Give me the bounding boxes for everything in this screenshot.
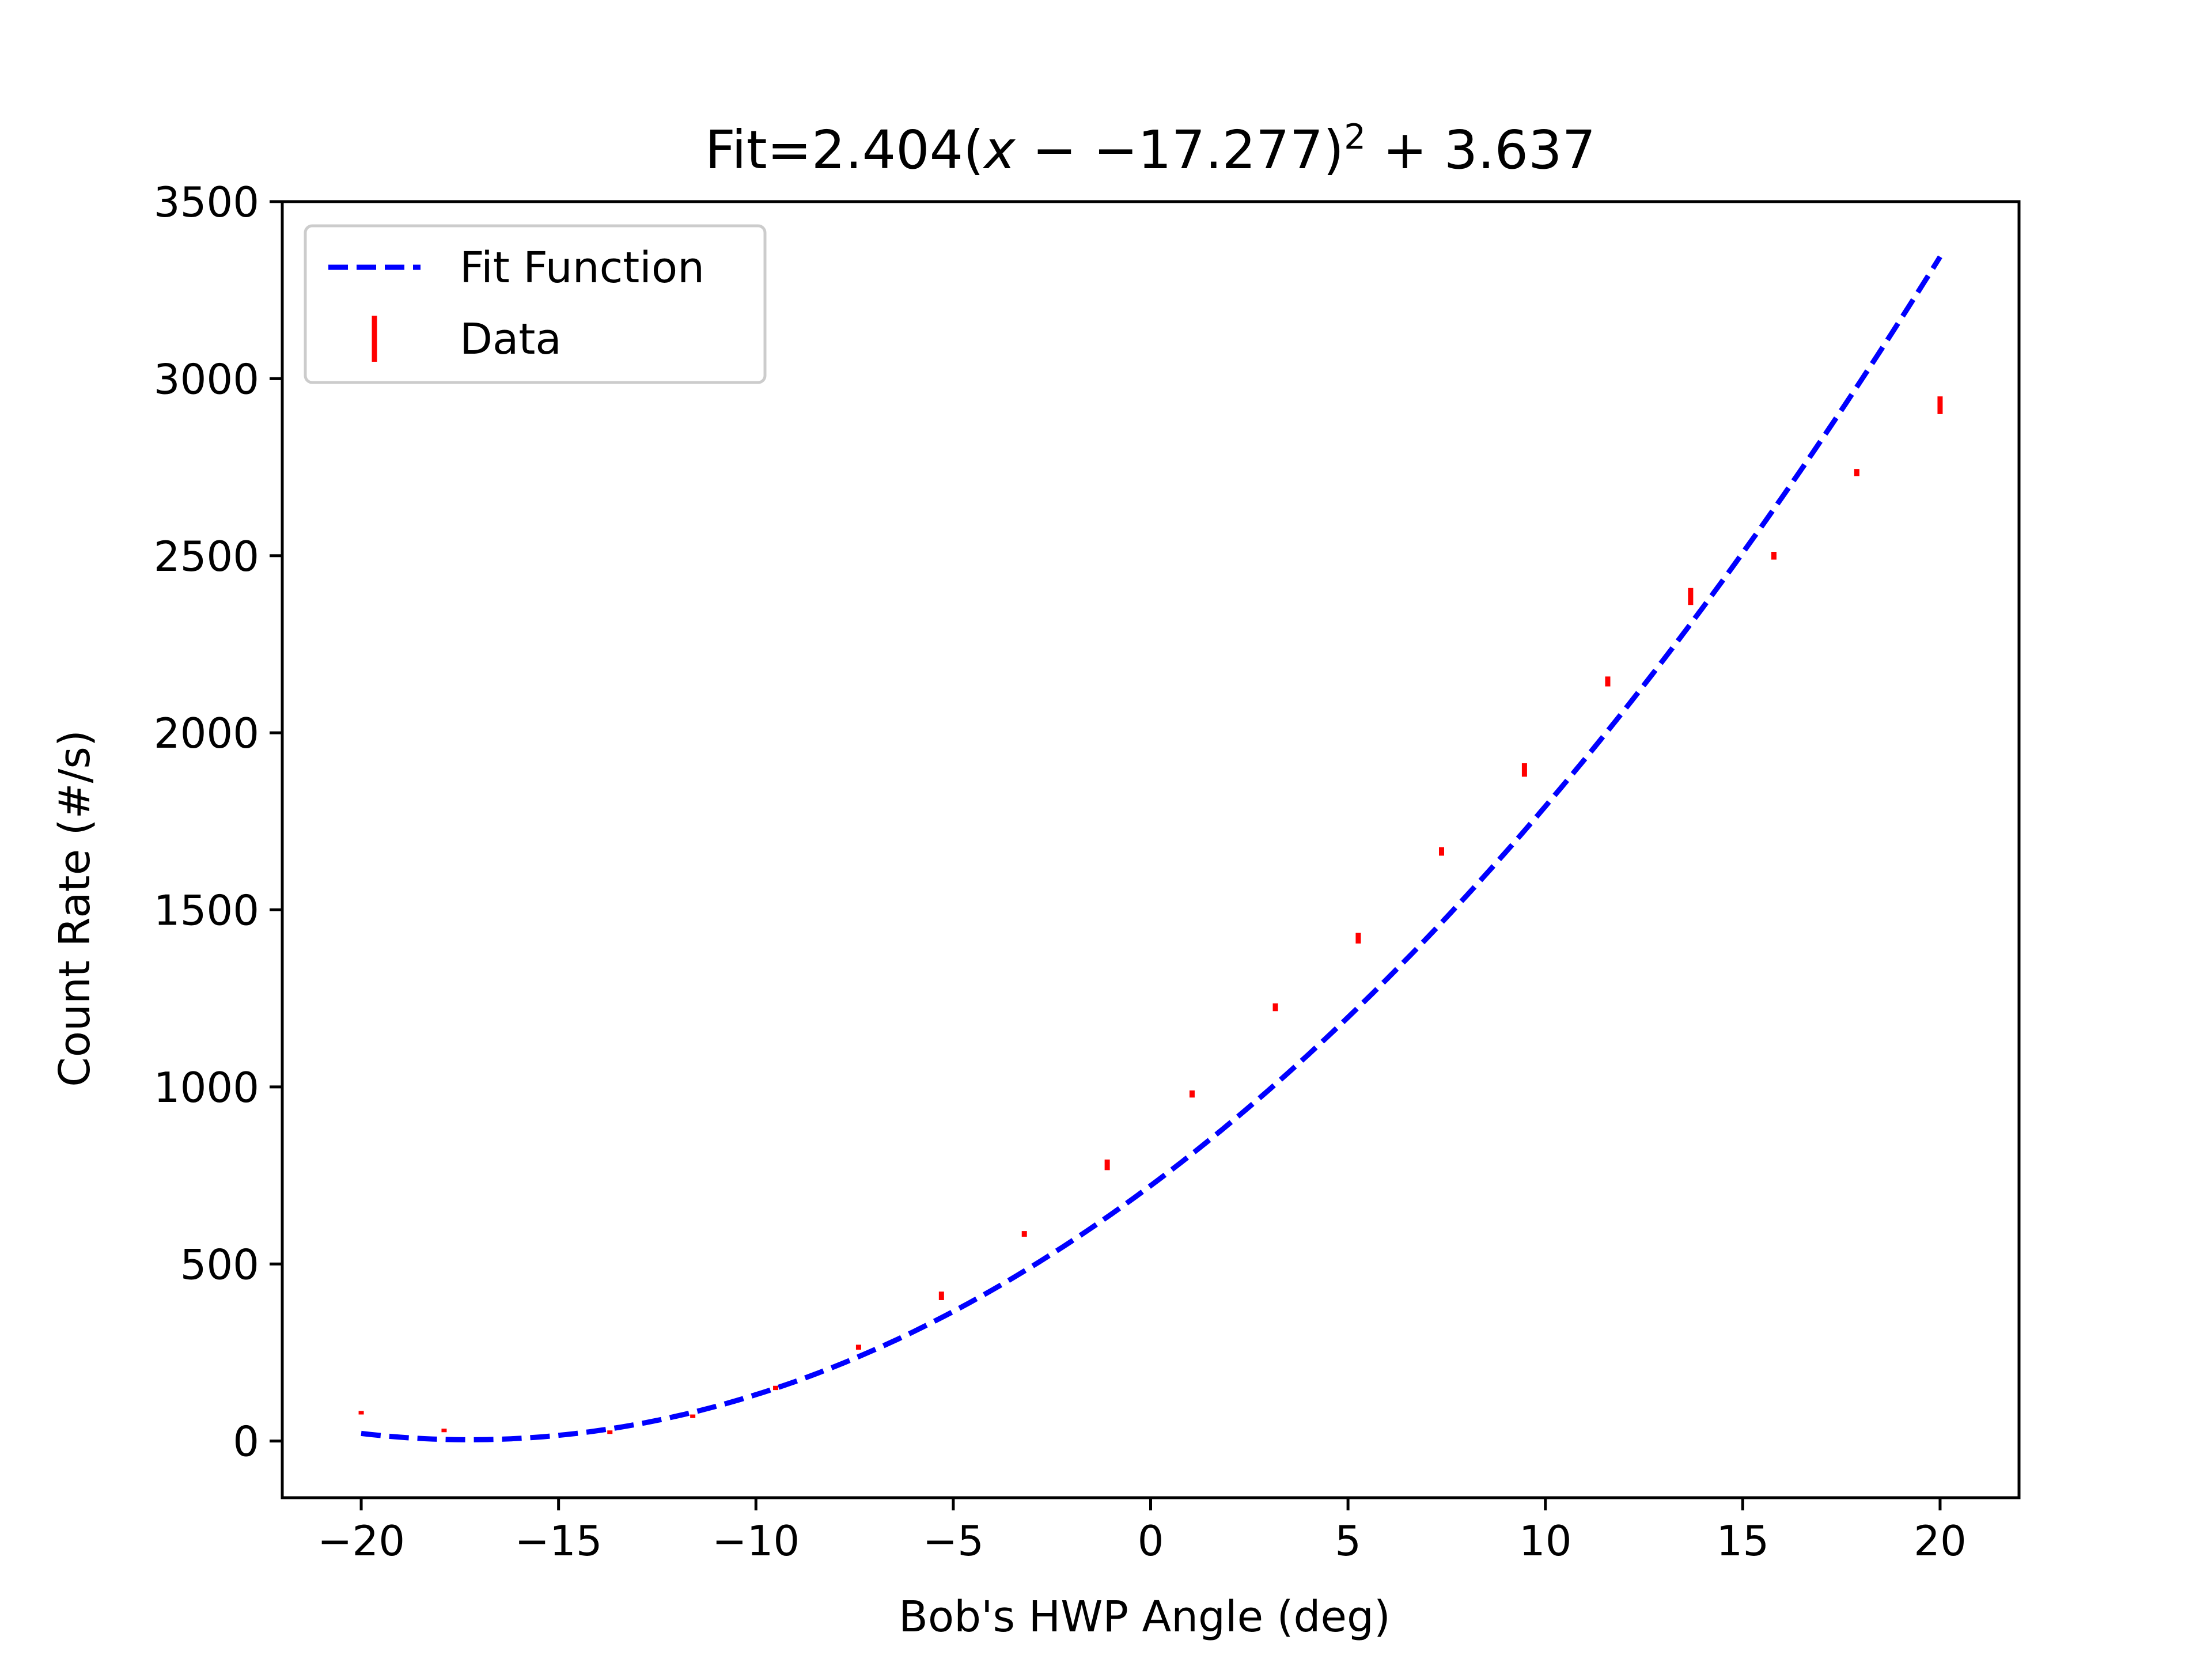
title-variable: x <box>982 119 1016 181</box>
legend-label: Fit Function <box>460 243 704 293</box>
title-middle: − −17.277) <box>1016 119 1344 181</box>
y-tick-label: 0 <box>233 1418 259 1466</box>
x-tick-label: −10 <box>712 1517 800 1565</box>
title-prefix: Fit=2.404( <box>705 119 984 181</box>
y-tick-label: 2000 <box>154 709 259 757</box>
y-axis-label: Count Rate (#/s) <box>50 730 100 1087</box>
x-tick-label: 0 <box>1138 1517 1164 1565</box>
x-tick-label: −15 <box>515 1517 603 1565</box>
y-tick-label: 3000 <box>154 355 259 403</box>
chart-title: Fit=2.404(x − −17.277)2 + 3.637 <box>705 117 1596 181</box>
plot-area <box>358 255 1943 1442</box>
legend: Fit Function Data <box>304 224 767 384</box>
x-tick-label: 20 <box>1914 1517 1967 1565</box>
x-axis-label: Bob's HWP Angle (deg) <box>899 1592 1391 1642</box>
x-tick-label: −5 <box>923 1517 984 1565</box>
y-tick-label: 2500 <box>154 532 259 581</box>
y-tick-label: 1500 <box>154 887 259 935</box>
axes: −20 −15 −10 −5 0 5 10 15 20 0 500 1000 1500 2000 2500 3… <box>154 178 2021 1565</box>
x-tick-label: −20 <box>317 1517 405 1565</box>
title-exponent: 2 <box>1344 117 1366 157</box>
x-tick-label: 5 <box>1335 1517 1361 1565</box>
fit-curve <box>361 255 1942 1442</box>
y-tick-label: 500 <box>180 1240 259 1289</box>
y-tick-label: 1000 <box>154 1063 259 1112</box>
legend-label: Data <box>460 315 562 364</box>
x-tick-label: 15 <box>1717 1517 1770 1565</box>
x-tick-label: 10 <box>1519 1517 1572 1565</box>
y-tick-label: 3500 <box>154 178 259 226</box>
title-suffix: + 3.637 <box>1366 119 1596 181</box>
